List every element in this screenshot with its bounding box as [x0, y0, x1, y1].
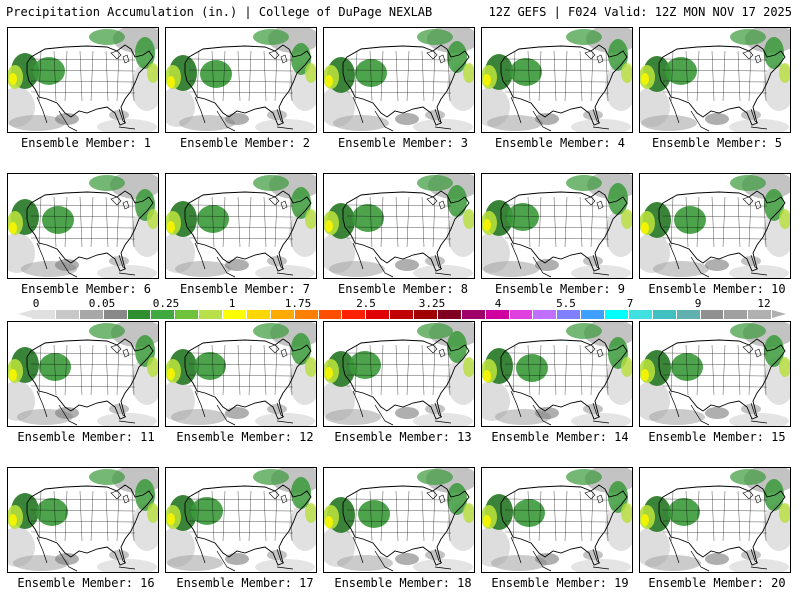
colorbar-swatch: [246, 310, 271, 319]
colorbar-swatch: [652, 310, 677, 319]
map-panel: [481, 173, 633, 279]
colorbar-swatch: [628, 310, 653, 319]
map-panel: [165, 173, 317, 279]
colorbar-left-arrow: [18, 310, 32, 318]
map-panel: [7, 173, 159, 279]
map-panel: [481, 467, 633, 573]
colorbar-swatch: [414, 310, 438, 319]
colorbar-tick-label: 0: [32, 297, 40, 310]
colorbar-tick-label: 3.25: [418, 297, 446, 310]
member-label: Ensemble Member: 5: [651, 136, 783, 150]
colorbar-swatch: [151, 310, 176, 319]
colorbar-tick-label: 2.5: [356, 297, 376, 310]
colorbar-tick-label: 5.5: [556, 297, 576, 310]
member-label: Ensemble Member: 3: [337, 136, 469, 150]
colorbar-swatch: [318, 310, 343, 319]
colorbar-swatch: [461, 310, 486, 319]
member-label: Ensemble Member: 10: [648, 282, 786, 296]
title-left: Precipitation Accumulation (in.) | Colle…: [6, 5, 433, 19]
member-label: Ensemble Member: 16: [17, 576, 155, 590]
member-label: Ensemble Member: 20: [648, 576, 786, 590]
member-label: Ensemble Member: 18: [334, 576, 472, 590]
colorbar-swatch: [342, 310, 367, 319]
colorbar-swatch: [605, 310, 629, 319]
map-panel: [323, 27, 475, 133]
colorbar-swatch: [79, 310, 104, 319]
member-label: Ensemble Member: 8: [337, 282, 469, 296]
map-panel: [7, 27, 159, 133]
colorbar-tick-label: 4: [494, 297, 502, 310]
colorbar-swatch: [32, 310, 56, 319]
colorbar-swatch: [199, 310, 223, 319]
map-panel: [639, 321, 791, 427]
map-panel: [323, 321, 475, 427]
member-label: Ensemble Member: 9: [494, 282, 626, 296]
colorbar-swatch: [294, 310, 319, 319]
colorbar-swatch: [557, 310, 582, 319]
colorbar-swatch: [366, 310, 391, 319]
member-label: Ensemble Member: 6: [20, 282, 152, 296]
map-panel: [323, 467, 475, 573]
colorbar-swatch: [581, 310, 605, 319]
member-label: Ensemble Member: 4: [494, 136, 626, 150]
colorbar-swatch: [724, 310, 749, 319]
colorbar-swatch: [533, 310, 558, 319]
colorbar-tick-label: 1: [228, 297, 236, 310]
colorbar-swatch: [103, 310, 128, 319]
map-panel: [481, 27, 633, 133]
member-label: Ensemble Member: 11: [17, 430, 155, 444]
colorbar-swatch: [270, 310, 295, 319]
colorbar-swatch: [676, 310, 701, 319]
member-label: Ensemble Member: 13: [334, 430, 472, 444]
title-right: 12Z GEFS | F024 Valid: 12Z MON NOV 17 20…: [488, 5, 792, 19]
member-label: Ensemble Member: 14: [491, 430, 629, 444]
member-label: Ensemble Member: 7: [179, 282, 311, 296]
colorbar-tick-label: 0.05: [88, 297, 116, 310]
colorbar-swatch: [509, 310, 534, 319]
member-label: Ensemble Member: 2: [179, 136, 311, 150]
member-label: Ensemble Member: 12: [176, 430, 314, 444]
colorbar-tick-label: 0.25: [152, 297, 180, 310]
map-panel: [7, 321, 159, 427]
map-panel: [639, 27, 791, 133]
member-label: Ensemble Member: 19: [491, 576, 629, 590]
map-panel: [165, 27, 317, 133]
member-label: Ensemble Member: 15: [648, 430, 786, 444]
colorbar-swatch: [175, 310, 200, 319]
map-panel: [639, 467, 791, 573]
colorbar-tick-label: 12: [757, 297, 771, 310]
map-panel: [7, 467, 159, 573]
colorbar-swatch: [700, 310, 725, 319]
colorbar-swatch: [437, 310, 462, 319]
map-panel: [165, 467, 317, 573]
map-panel: [323, 173, 475, 279]
colorbar-tick-label: 9: [694, 297, 702, 310]
member-label: Ensemble Member: 17: [176, 576, 314, 590]
colorbar-swatch: [748, 310, 773, 319]
colorbar-tick-label: 7: [626, 297, 634, 310]
colorbar-swatch: [485, 310, 510, 319]
map-panel: [639, 173, 791, 279]
member-label: Ensemble Member: 1: [20, 136, 152, 150]
colorbar: [32, 310, 773, 319]
colorbar-swatch: [390, 310, 414, 319]
map-panel: [481, 321, 633, 427]
colorbar-swatch: [223, 310, 247, 319]
colorbar-right-arrow: [772, 310, 786, 318]
colorbar-tick-label: 1.75: [284, 297, 312, 310]
colorbar-swatch: [55, 310, 80, 319]
colorbar-swatch: [127, 310, 152, 319]
map-panel: [165, 321, 317, 427]
